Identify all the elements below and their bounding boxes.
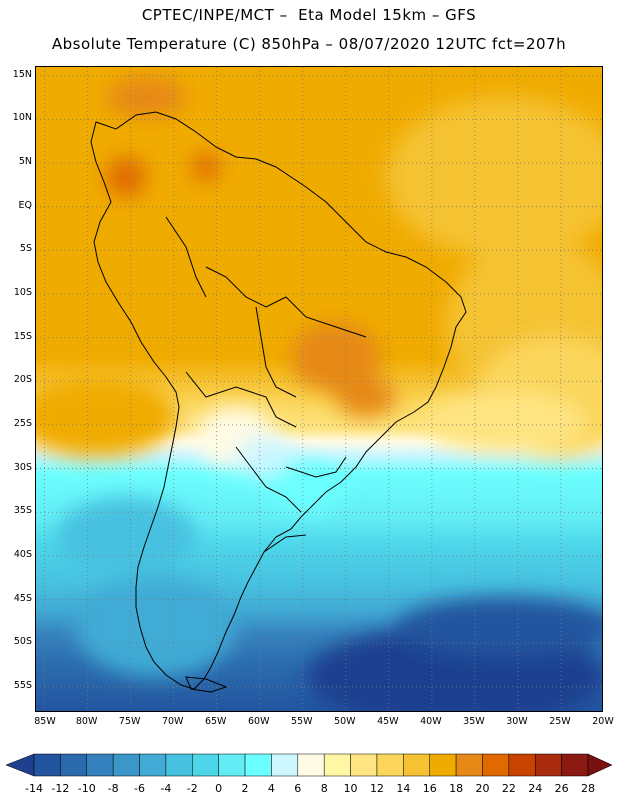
colorbar-tick-label: 14 [396, 782, 411, 795]
latitude-label: 15S [13, 330, 32, 342]
latitude-label: 20S [13, 374, 32, 386]
colorbar-cell [534, 753, 562, 777]
colorbar-tick-label: -12 [51, 782, 70, 795]
longitude-label: 65W [204, 716, 227, 727]
colorbar-cell [139, 753, 167, 777]
latitude-label: 30S [13, 461, 32, 473]
latitude-label: 55S [13, 679, 32, 691]
colorbar-cell [244, 753, 272, 777]
longitude-label: 70W [161, 716, 184, 727]
longitude-label: 55W [291, 716, 313, 727]
coastlines [90, 111, 467, 693]
colorbar-cell [192, 753, 219, 777]
colorbar-tick-label: 16 [422, 782, 437, 795]
lat-lon-grid [36, 67, 602, 711]
colorbar-tick-label: 12 [369, 782, 384, 795]
latitude-label: 10S [13, 286, 32, 298]
temperature-colorbar [5, 753, 613, 777]
latitude-label: 5N [18, 156, 32, 168]
colorbar-tick-label: 28 [581, 782, 595, 795]
colorbar-cell [350, 753, 378, 777]
colorbar-tick-label: -4 [160, 782, 172, 795]
latitude-label: 40S [13, 548, 32, 560]
latitude-label: 10N [12, 112, 32, 124]
colorbar-under-arrow [5, 753, 35, 777]
colorbar-over-arrow [587, 753, 613, 777]
title-line-2: Absolute Temperature (C) 850hPa – 08/07/… [51, 35, 567, 53]
colorbar-tick-label: -10 [77, 782, 96, 795]
latitude-label: 50S [13, 636, 32, 648]
colorbar-cell [429, 753, 457, 777]
colorbar-cell [376, 753, 404, 777]
map-panel [35, 66, 603, 712]
colorbar-cell [86, 753, 114, 777]
colorbar-tick-label: -2 [186, 782, 198, 795]
colorbar-tick-label: 4 [267, 782, 275, 795]
longitude-label: 45W [377, 716, 399, 727]
colorbar-cell [403, 753, 430, 777]
latitude-label: 25S [13, 417, 32, 429]
longitude-label: 50W [334, 716, 356, 727]
colorbar-cell [508, 753, 536, 777]
colorbar-tick-label: 2 [241, 782, 249, 795]
colorbar-tick-label: 18 [449, 782, 464, 795]
longitude-label: 40W [420, 716, 442, 727]
longitude-label: 35W [463, 716, 485, 727]
colorbar-cell [218, 753, 246, 777]
latitude-label: 15N [12, 68, 32, 80]
colorbar-cell [112, 753, 140, 777]
colorbar-tick-label: 0 [215, 782, 223, 795]
title-line-1: CPTEC/INPE/MCT – Eta Model 15km – GFS [141, 6, 477, 24]
latitude-label: 35S [13, 505, 32, 517]
colorbar-cell [323, 753, 351, 777]
longitude-label: 75W [118, 716, 141, 727]
longitude-label: 20W [592, 716, 614, 727]
latitude-label: 5S [19, 243, 32, 255]
temperature-shading [36, 77, 602, 711]
colorbar-cell [165, 753, 193, 777]
longitude-label: 25W [549, 716, 571, 727]
colorbar-tick-label: -14 [25, 782, 43, 795]
colorbar-tick-label: 22 [501, 782, 516, 795]
colorbar-tick-label: 20 [475, 782, 490, 795]
colorbar-cell [561, 753, 589, 777]
colorbar-cell [271, 753, 299, 777]
colorbar-tick-label: -8 [107, 782, 119, 795]
colorbar-cell [297, 753, 325, 777]
latitude-label: 45S [13, 592, 32, 604]
latitude-label: EQ [18, 199, 32, 211]
longitude-label: 60W [248, 716, 270, 727]
longitude-label: 85W [34, 716, 56, 727]
colorbar-tick-label: 24 [528, 782, 543, 795]
colorbar-tick-label: 26 [554, 782, 569, 795]
colorbar-tick-label: -6 [134, 782, 145, 795]
colorbar-tick-label: 8 [320, 782, 328, 795]
colorbar-cell [455, 753, 483, 777]
temperature-field-map [36, 67, 602, 711]
colorbar-cell [60, 753, 88, 777]
colorbar-cell [33, 753, 61, 777]
colorbar-cell [482, 753, 510, 777]
colorbar-tick-label: 10 [343, 782, 358, 795]
longitude-label: 30W [506, 716, 528, 727]
longitude-label: 80W [75, 716, 98, 727]
colorbar-tick-label: 6 [294, 782, 302, 795]
